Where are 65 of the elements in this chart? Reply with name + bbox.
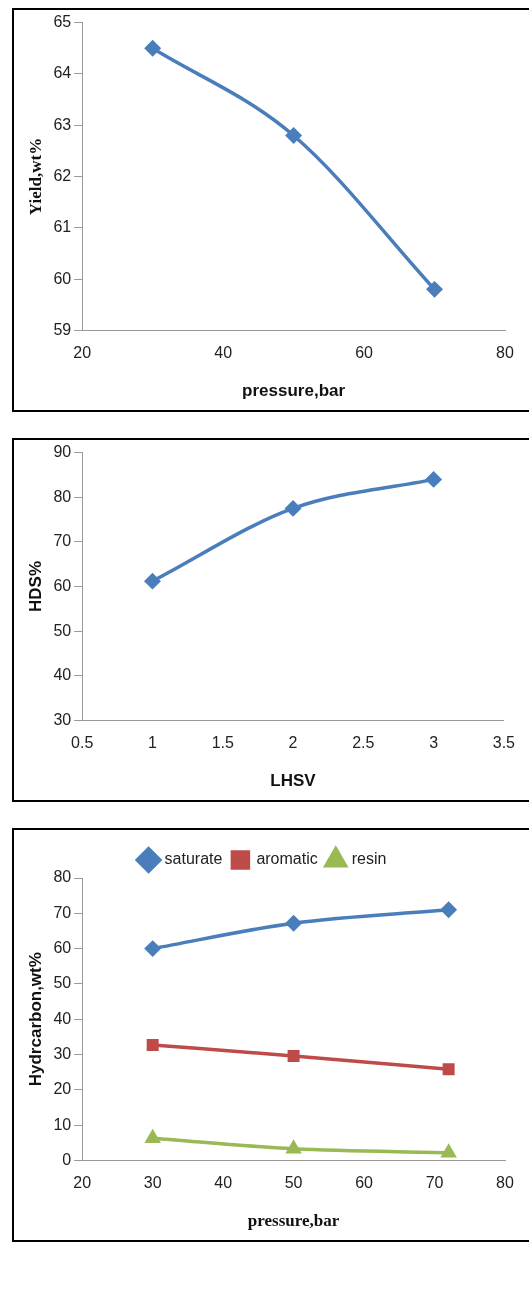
x-tick-label: 40	[214, 344, 233, 362]
x-tick-label: 60	[355, 344, 374, 362]
y-tick-label: 80	[53, 487, 72, 505]
legend-label: resin	[351, 850, 387, 868]
point	[425, 471, 442, 488]
point	[442, 1063, 455, 1076]
point	[144, 940, 161, 957]
x-tick-label: 3	[429, 734, 439, 752]
legend-label: saturate	[164, 850, 223, 868]
y-tick-label: 62	[53, 166, 72, 184]
y-tick-label: 70	[53, 903, 72, 921]
y-tick-label: 0	[62, 1150, 72, 1168]
y-tick-label: 64	[53, 64, 72, 82]
point	[146, 1038, 159, 1051]
y-axis-title: HDS%	[25, 560, 45, 613]
x-tick-label: 60	[355, 1174, 374, 1192]
y-tick-label: 30	[53, 1044, 72, 1062]
x-tick-label: 0.5	[71, 734, 94, 752]
x-tick-label: 40	[214, 1174, 233, 1192]
point	[426, 281, 443, 298]
y-axis-title: Hydrcarbon,wt%	[25, 952, 45, 1087]
x-tick-label: 70	[425, 1174, 444, 1192]
y-tick-label: 60	[53, 576, 72, 594]
point	[285, 500, 301, 517]
point	[144, 40, 161, 56]
x-tick-label: 80	[496, 344, 514, 362]
x-tick-label: 80	[496, 1174, 514, 1192]
y-tick-label: 40	[53, 666, 72, 684]
y-axis-title: Yield,wt%	[25, 137, 45, 216]
x-tick-label: 30	[143, 1174, 162, 1192]
x-tick-label: 1	[148, 734, 158, 752]
x-tick-label: 50	[284, 1174, 303, 1192]
y-tick-label: 20	[53, 1080, 72, 1098]
y-tick-label: 30	[53, 710, 72, 728]
point	[145, 1130, 160, 1143]
y-tick-label: 40	[53, 1009, 72, 1027]
x-axis-title: LHSV	[270, 771, 317, 791]
x-tick-label: 2.5	[352, 734, 375, 752]
point	[441, 1144, 456, 1158]
x-tick-label: 1.5	[211, 734, 234, 752]
x-axis-title: pressure,bar	[242, 381, 346, 401]
point	[285, 127, 302, 144]
point	[286, 1141, 301, 1154]
y-tick-label: 50	[53, 621, 72, 639]
y-tick-label: 80	[53, 868, 72, 886]
x-axis-title: pressure,bar	[247, 1211, 340, 1231]
y-tick-label: 60	[53, 269, 72, 287]
y-tick-label: 59	[53, 320, 72, 338]
x-tick-label: 2	[288, 734, 298, 752]
y-tick-label: 63	[53, 115, 72, 133]
y-tick-label: 61	[53, 218, 72, 236]
y-tick-label: 10	[53, 1115, 72, 1133]
y-tick-label: 65	[53, 13, 72, 31]
point	[285, 915, 302, 931]
x-tick-label: 20	[73, 1174, 92, 1192]
legend-label: aromatic	[256, 850, 318, 868]
y-tick-label: 60	[53, 939, 72, 957]
point	[144, 573, 161, 589]
x-tick-label: 3.5	[492, 734, 516, 752]
y-tick-label: 90	[53, 443, 72, 461]
point	[287, 1049, 300, 1062]
y-tick-label: 70	[53, 532, 72, 550]
y-tick-label: 50	[53, 974, 72, 992]
point	[440, 902, 457, 918]
x-tick-label: 20	[73, 344, 92, 362]
